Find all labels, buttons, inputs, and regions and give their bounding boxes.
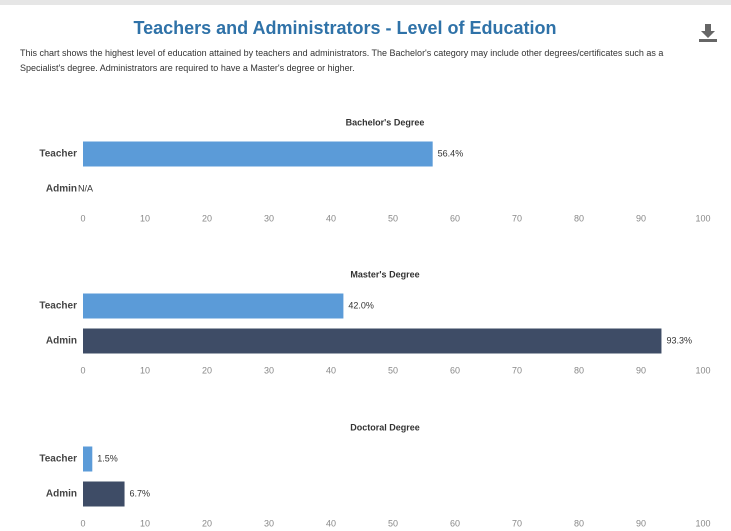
x-tick-label: 90: [636, 213, 646, 223]
chart-title: Master's Degree: [350, 269, 419, 279]
category-label: Teacher: [39, 301, 77, 312]
bar: [83, 293, 344, 319]
x-tick-label: 40: [326, 365, 336, 375]
x-tick-label: 10: [140, 213, 150, 223]
category-label: Teacher: [39, 149, 77, 160]
x-tick-label: 40: [326, 213, 336, 223]
x-tick-label: 0: [80, 213, 85, 223]
category-label: Admin: [46, 489, 77, 500]
page-title: Teachers and Administrators - Level of E…: [133, 18, 557, 38]
category-label: Admin: [46, 184, 77, 195]
bar: [83, 481, 125, 507]
bar: [83, 328, 662, 354]
x-tick-label: 20: [202, 518, 212, 528]
x-tick-label: 30: [264, 365, 274, 375]
x-tick-label: 20: [202, 365, 212, 375]
x-tick-label: 40: [326, 518, 336, 528]
x-tick-label: 50: [388, 213, 398, 223]
x-tick-label: 30: [264, 518, 274, 528]
category-label: Teacher: [39, 454, 77, 465]
value-label: 56.4%: [438, 148, 464, 158]
bar: [83, 446, 93, 472]
x-tick-label: 0: [80, 518, 85, 528]
value-label: 6.7%: [130, 488, 151, 498]
page-description: This chart shows the highest level of ed…: [20, 48, 664, 73]
x-tick-label: 70: [512, 213, 522, 223]
chart-title: Doctoral Degree: [350, 422, 420, 432]
x-tick-label: 50: [388, 518, 398, 528]
x-tick-label: 60: [450, 213, 460, 223]
x-tick-label: 100: [695, 365, 710, 375]
x-tick-label: 80: [574, 213, 584, 223]
bar: [83, 141, 433, 167]
x-tick-label: 60: [450, 365, 460, 375]
x-tick-label: 30: [264, 213, 274, 223]
category-label: Admin: [46, 336, 77, 347]
x-tick-label: 50: [388, 365, 398, 375]
x-tick-label: 80: [574, 365, 584, 375]
x-tick-label: 0: [80, 365, 85, 375]
x-tick-label: 80: [574, 518, 584, 528]
value-label: 42.0%: [348, 300, 374, 310]
value-label: 93.3%: [666, 335, 692, 345]
x-tick-label: 90: [636, 518, 646, 528]
x-tick-label: 100: [695, 518, 710, 528]
x-tick-label: 10: [140, 518, 150, 528]
x-tick-label: 70: [512, 365, 522, 375]
chart-title: Bachelor's Degree: [346, 117, 425, 127]
x-tick-label: 90: [636, 365, 646, 375]
x-tick-label: 20: [202, 213, 212, 223]
value-label: 1.5%: [97, 453, 118, 463]
x-tick-label: 10: [140, 365, 150, 375]
value-label: N/A: [78, 183, 93, 193]
x-tick-label: 100: [695, 213, 710, 223]
download-button[interactable]: [698, 23, 718, 43]
x-tick-label: 70: [512, 518, 522, 528]
x-tick-label: 60: [450, 518, 460, 528]
